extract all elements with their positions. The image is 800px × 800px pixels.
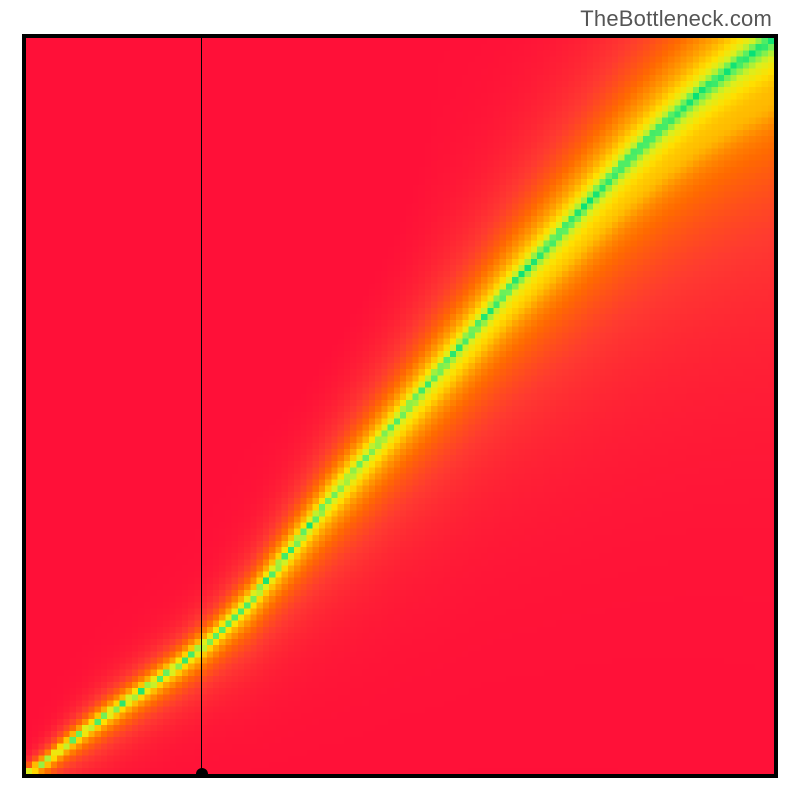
watermark-text: TheBottleneck.com [580,6,772,32]
plot-inner [26,38,774,774]
chart-container: TheBottleneck.com [0,0,800,800]
heatmap-canvas [26,38,774,774]
plot-frame [22,34,778,778]
